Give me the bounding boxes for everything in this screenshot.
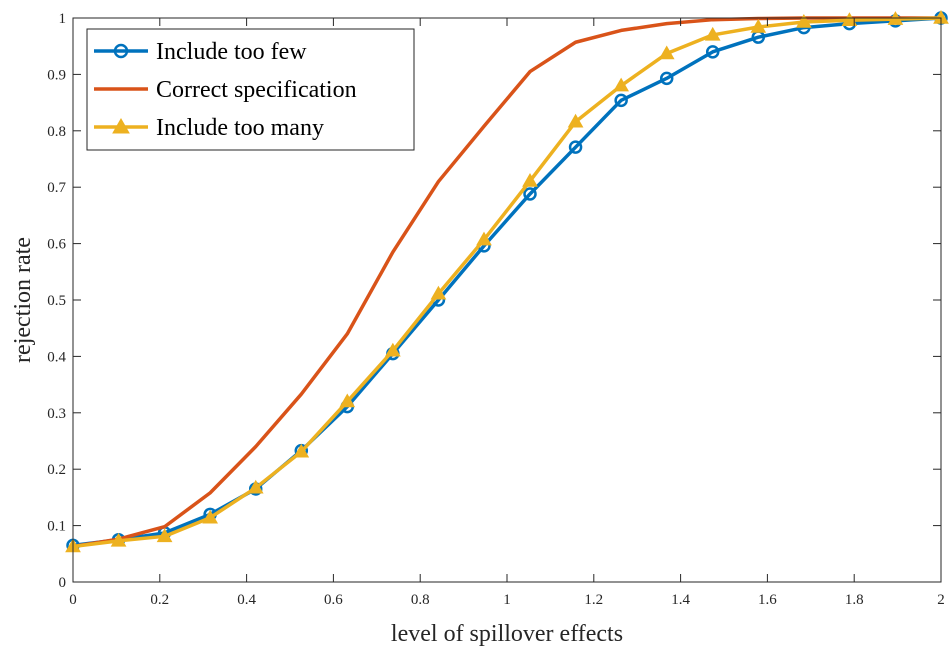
y-tick-label: 0.7 [47,180,66,196]
x-axis-title: level of spillover effects [391,621,623,646]
x-tick-label: 1.6 [758,592,777,608]
legend-label: Include too many [156,115,324,141]
legend-marker [112,117,130,134]
y-tick-label: 1 [59,11,67,27]
x-tick-label: 0.4 [237,592,256,608]
data-point [110,532,127,547]
legend: Include too few Correct specification Incl… [86,28,415,151]
legend-label: Include too few [156,39,307,65]
series-3 [65,9,949,553]
data-point [430,285,447,300]
series-line [72,16,942,549]
y-tick-label: 0.8 [47,124,66,140]
x-tick-label: 1 [503,592,511,608]
data-point [202,509,219,524]
y-tick-label: 0.1 [47,519,66,535]
x-tick-label: 0.2 [150,592,169,608]
x-tick-label: 2 [937,592,945,608]
axes-layer: 0 0.2 0.4 0.6 0.8 1 1.2 1.4 1.6 1.8 2 0 0.1 0.2 0.3 0.4… [47,11,945,608]
data-point [659,71,674,86]
y-tick-label: 0.5 [47,293,66,309]
data-point [523,187,537,201]
data-point [568,140,583,154]
y-tick-label: 0.6 [47,237,66,253]
legend-item: Correct specification [94,77,357,103]
data-point [522,172,538,187]
data-point [614,93,628,108]
legend-item: Include too many [94,115,324,141]
y-axis-title: rejection rate [10,237,36,363]
data-point [384,342,401,357]
y-tick-label: 0.2 [47,462,66,478]
y-tick-label: 0.3 [47,406,66,422]
legend-marker [113,43,129,59]
series-layer [65,9,949,553]
x-tick-label: 0.6 [324,592,343,608]
data-point [704,26,721,41]
data-point [705,45,720,59]
y-tick-label: 0.4 [47,349,66,365]
data-point [613,77,630,92]
data-point [476,231,492,246]
data-point [567,113,584,128]
x-tick-label: 0 [69,592,77,608]
data-point [841,12,858,27]
legend-item: Include too few [94,39,307,65]
x-tick-label: 0.8 [411,592,430,608]
data-point [795,13,812,28]
data-point [750,19,767,33]
legend-label: Correct specification [156,77,357,103]
data-point [658,45,675,60]
x-tick-label: 1.8 [845,592,864,608]
y-tick-label: 0 [59,575,67,591]
data-point [156,528,173,543]
data-point [293,443,310,458]
x-tick-label: 1.4 [671,592,690,608]
data-point [247,479,264,494]
x-tick-label: 1.2 [584,592,603,608]
series-line [72,16,942,548]
y-tick-label: 0.9 [47,67,66,83]
data-point [339,393,356,408]
